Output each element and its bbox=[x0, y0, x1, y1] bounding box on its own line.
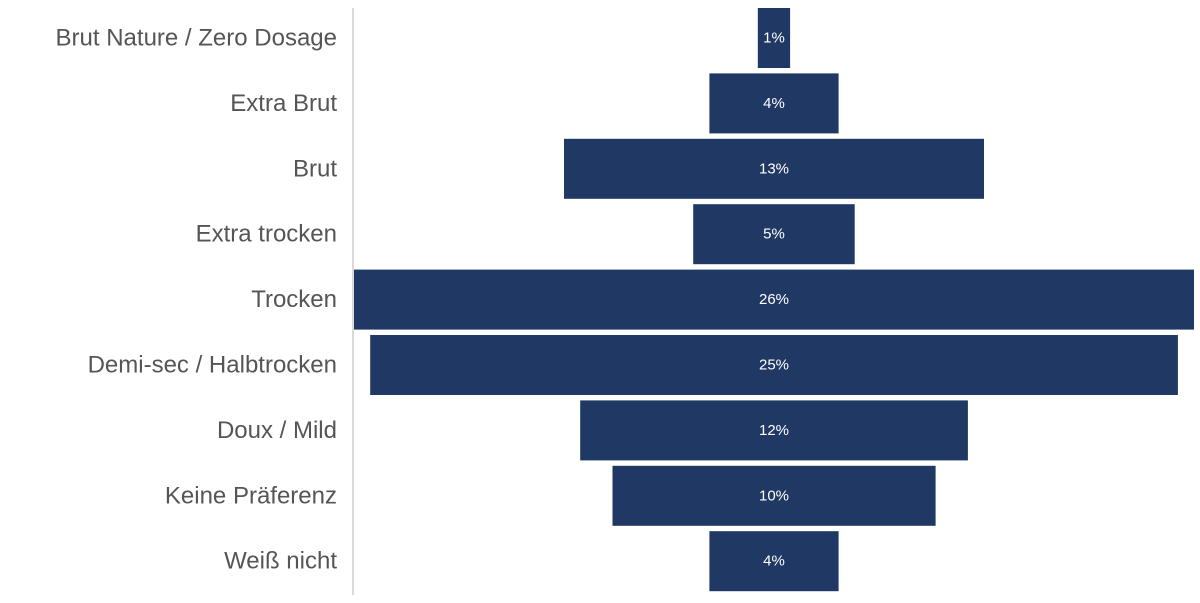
bar-7 bbox=[580, 400, 968, 461]
bar-6 bbox=[370, 335, 1178, 395]
category-label: Brut bbox=[293, 155, 337, 182]
bar-1 bbox=[757, 8, 791, 68]
bar-2 bbox=[709, 73, 839, 134]
value-label: 26% bbox=[759, 291, 789, 308]
value-label: 4% bbox=[763, 95, 785, 112]
value-label: 1% bbox=[763, 30, 785, 47]
bar-8 bbox=[612, 465, 936, 526]
category-label: Extra Brut bbox=[230, 90, 337, 117]
bars-group bbox=[354, 8, 1194, 592]
bar-4 bbox=[693, 204, 855, 265]
value-label: 5% bbox=[763, 226, 785, 243]
category-label: Extra trocken bbox=[196, 221, 337, 248]
category-label: Brut Nature / Zero Dosage bbox=[56, 25, 337, 52]
value-labels-group: 1% 4% 13% 5% 26% 25% 12% 10% 4% bbox=[759, 30, 789, 570]
value-label: 12% bbox=[759, 422, 789, 439]
value-label: 4% bbox=[763, 553, 785, 570]
category-label: Weiß nicht bbox=[224, 548, 337, 575]
bar-5 bbox=[354, 269, 1194, 330]
category-labels-group: Brut Nature / Zero Dosage Extra Brut Brut E… bbox=[56, 25, 338, 575]
category-label: Demi-sec / Halbtrocken bbox=[88, 352, 337, 379]
bar-3 bbox=[564, 138, 984, 199]
value-label: 10% bbox=[759, 487, 789, 504]
value-label: 25% bbox=[759, 357, 789, 374]
category-label: Trocken bbox=[251, 286, 337, 313]
bar-9 bbox=[709, 531, 839, 592]
category-label: Doux / Mild bbox=[217, 417, 337, 444]
category-label: Keine Präferenz bbox=[165, 482, 337, 509]
value-label: 13% bbox=[759, 160, 789, 177]
